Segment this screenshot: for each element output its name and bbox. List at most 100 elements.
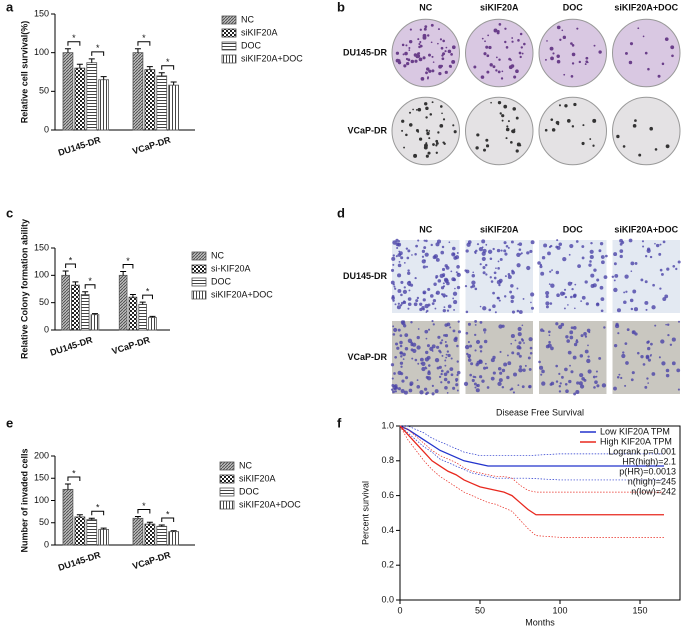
micrograph	[392, 240, 460, 313]
column-label: NC	[419, 2, 432, 12]
cell	[649, 354, 652, 357]
bar	[148, 317, 157, 331]
cell	[516, 309, 520, 313]
colony	[426, 67, 430, 71]
colony	[427, 34, 430, 37]
cell	[437, 279, 442, 283]
cell	[575, 340, 579, 344]
cell	[400, 389, 405, 393]
cell	[457, 330, 462, 334]
bar	[90, 314, 100, 331]
cell	[666, 267, 670, 271]
colony	[451, 45, 456, 50]
cell	[408, 388, 413, 393]
colony	[497, 101, 502, 105]
colony	[552, 52, 555, 55]
cell	[495, 267, 497, 270]
bar	[80, 294, 90, 331]
cell	[507, 246, 510, 249]
cell	[467, 322, 471, 326]
error-bar	[100, 527, 107, 530]
cell	[417, 239, 420, 242]
bar	[86, 62, 98, 131]
cell	[398, 240, 401, 243]
colony	[484, 40, 486, 43]
cell	[541, 381, 546, 386]
colony	[430, 41, 433, 44]
colony	[437, 28, 440, 31]
colony	[493, 28, 498, 33]
cell	[528, 384, 532, 389]
significance-bracket	[91, 510, 105, 516]
cell	[630, 307, 634, 311]
cell	[504, 275, 507, 278]
cell	[424, 366, 427, 369]
cell	[528, 367, 532, 371]
cell	[489, 276, 492, 279]
colony	[586, 61, 589, 64]
colony	[551, 128, 556, 132]
cell	[488, 308, 492, 312]
cell	[564, 295, 568, 299]
cell	[594, 380, 598, 384]
x-tick-label: 50	[475, 605, 485, 615]
cell	[423, 246, 427, 250]
panel-label: b	[337, 0, 345, 14]
error-bar	[72, 281, 79, 286]
cell	[578, 381, 583, 386]
cell	[450, 357, 453, 360]
legend-label: DOC	[239, 486, 260, 496]
cell	[394, 303, 397, 306]
bar	[168, 84, 179, 131]
cell	[414, 253, 417, 256]
colony	[629, 42, 634, 46]
x-tick-label: 150	[632, 605, 647, 615]
cell	[452, 329, 456, 333]
cell	[556, 293, 560, 298]
cell	[618, 373, 621, 376]
cell	[644, 280, 648, 284]
cell	[589, 254, 594, 260]
cell	[619, 249, 624, 254]
cell	[487, 249, 493, 254]
colony	[515, 116, 519, 120]
cell	[647, 346, 651, 351]
confidence-line	[400, 425, 664, 456]
colony	[425, 142, 428, 145]
colony	[448, 50, 451, 53]
bar	[86, 519, 98, 546]
cell	[550, 381, 555, 386]
significance-label: *	[142, 501, 146, 511]
cell	[496, 296, 500, 300]
colony	[412, 108, 414, 111]
colony	[556, 54, 560, 59]
cell	[434, 357, 440, 363]
cell	[497, 267, 500, 270]
colony	[593, 44, 596, 47]
colony	[409, 28, 412, 31]
cell	[498, 299, 501, 302]
colony	[504, 27, 507, 30]
colony	[428, 130, 431, 132]
cell	[642, 363, 646, 366]
cell	[497, 260, 500, 263]
colony	[431, 55, 434, 58]
cell	[549, 302, 553, 305]
cell	[528, 337, 533, 342]
cell	[505, 244, 509, 248]
cell	[439, 341, 443, 345]
colony	[550, 56, 554, 61]
cell	[402, 324, 407, 328]
colony	[511, 37, 514, 39]
cell	[510, 284, 514, 288]
cell	[497, 366, 502, 371]
cell	[394, 390, 397, 393]
cell	[555, 270, 560, 275]
colony	[413, 153, 418, 158]
cell	[431, 344, 436, 349]
cell	[630, 270, 633, 273]
cell	[474, 333, 477, 337]
cell	[600, 255, 605, 259]
cell	[595, 370, 598, 373]
cell	[587, 344, 589, 347]
